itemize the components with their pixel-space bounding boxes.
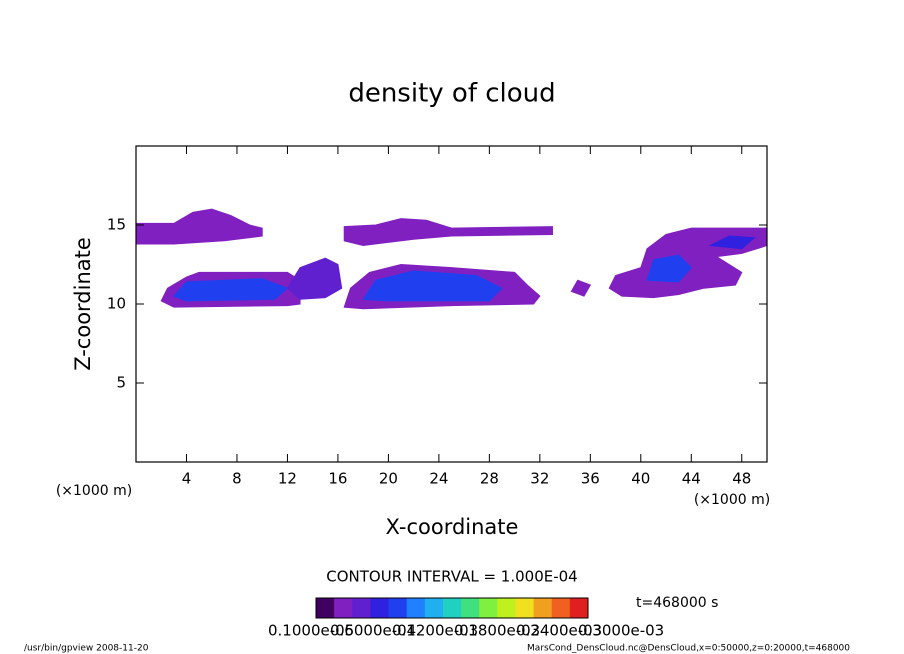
footer-left: /usr/bin/gpview 2008-11-20	[24, 644, 149, 654]
y-axis-label: Z-coordinate	[71, 237, 95, 371]
cloud-region	[646, 254, 692, 283]
x-tick-label: 12	[278, 470, 297, 488]
chart-title: density of cloud	[348, 79, 555, 109]
colorbar-label: 0.3000e-03	[578, 622, 664, 640]
colorbar-swatch	[334, 598, 353, 618]
colorbar-swatch	[461, 598, 480, 618]
colorbar-swatch	[352, 598, 371, 618]
colorbar-frame	[315, 597, 589, 619]
x-unit-label: (×1000 m)	[694, 492, 770, 508]
colorbar-swatch	[424, 598, 444, 618]
y-tick-label: 10	[107, 295, 126, 313]
x-tick-label: 48	[732, 470, 751, 488]
colorbar-label: 0.1200e-03	[392, 622, 478, 640]
contour-interval: CONTOUR INTERVAL = 1.000E-04	[326, 568, 577, 586]
colorbar-swatch	[442, 598, 462, 618]
cloud-region	[286, 257, 343, 300]
cloud-region	[173, 278, 289, 302]
x-tick-label: 4	[182, 470, 192, 488]
colorbar-swatch	[388, 598, 408, 618]
x-tick-label: 16	[328, 470, 347, 488]
cloud-region	[135, 208, 263, 245]
x-unit-label: (×1000 m)	[56, 483, 132, 499]
x-axis-label: X-coordinate	[386, 515, 519, 539]
x-tick-label: 40	[631, 470, 650, 488]
colorbar-label: 0.6000e-04	[330, 622, 416, 640]
cloud-region	[362, 270, 503, 302]
colorbar-swatch	[533, 598, 553, 618]
colorbar-label: 0.1800e-03	[454, 622, 540, 640]
colorbar-swatch	[551, 598, 571, 618]
footer-right: MarsCond_DensCloud.nc@DensCloud,x=0:5000…	[527, 644, 850, 654]
colorbar-swatch	[479, 598, 498, 618]
x-tick-label: 28	[480, 470, 499, 488]
x-tick-label: 36	[581, 470, 600, 488]
colorbar-swatch	[515, 598, 535, 618]
colorbar-label: 0.2400e-03	[516, 622, 602, 640]
colorbar-label: 0.1000e-05	[268, 622, 354, 640]
cloud-region	[570, 279, 592, 297]
cloud-region	[343, 218, 553, 247]
x-tick-label: 24	[429, 470, 448, 488]
cloud-region	[708, 235, 756, 250]
x-tick-label: 20	[379, 470, 398, 488]
x-tick-label: 44	[682, 470, 701, 488]
x-tick-label: 8	[232, 470, 242, 488]
colorbar-swatch	[497, 598, 516, 618]
colorbar-swatch	[569, 598, 589, 618]
colorbar-swatch	[316, 598, 335, 618]
colorbar-swatch	[406, 598, 426, 618]
colorbar-swatch	[370, 598, 390, 618]
y-tick-label: 5	[116, 374, 126, 392]
y-tick-label: 15	[107, 216, 126, 234]
x-tick-label: 32	[530, 470, 549, 488]
time-label: t=468000 s	[636, 595, 718, 611]
